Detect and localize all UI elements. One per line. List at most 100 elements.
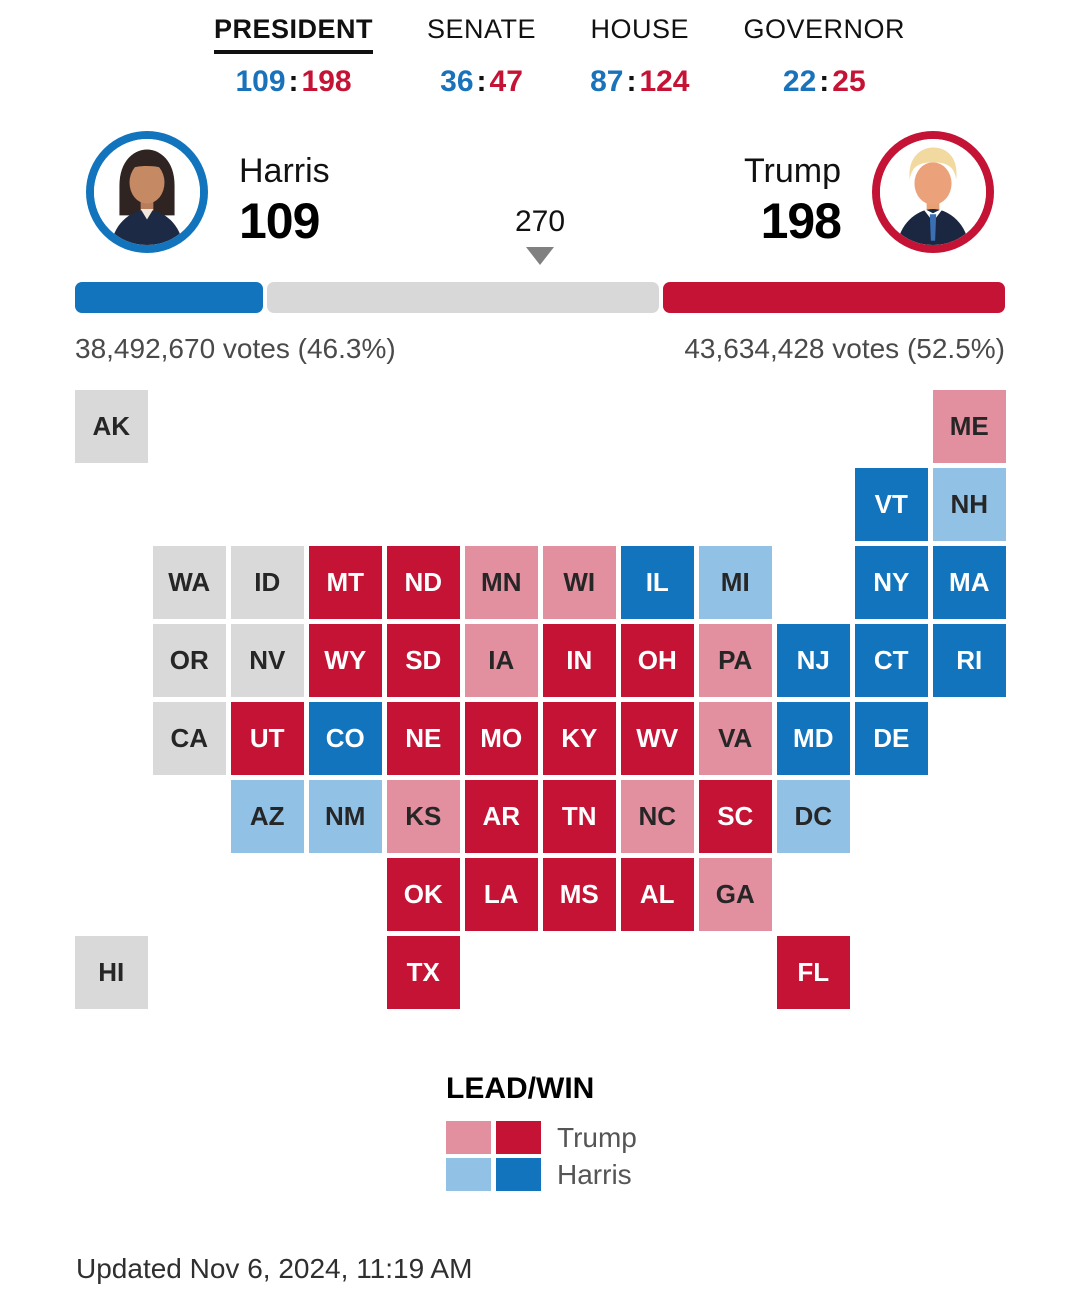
state-mo[interactable]: MO <box>465 702 538 775</box>
legend-row-trump: Trump <box>446 1121 637 1154</box>
state-hi[interactable]: HI <box>75 936 148 1009</box>
state-pa[interactable]: PA <box>699 624 772 697</box>
threshold-marker: 270 <box>0 205 1080 265</box>
tab-governor[interactable]: GOVERNOR 22:25 <box>744 14 906 99</box>
rep-count: 25 <box>832 65 866 98</box>
harris-name: Harris <box>239 152 330 190</box>
state-va[interactable]: VA <box>699 702 772 775</box>
state-vt[interactable]: VT <box>855 468 928 541</box>
state-sc[interactable]: SC <box>699 780 772 853</box>
trump-lead-swatch <box>446 1121 491 1154</box>
tab-house[interactable]: HOUSE 87:124 <box>590 14 689 99</box>
dem-count: 87 <box>590 65 624 98</box>
state-ga[interactable]: GA <box>699 858 772 931</box>
state-wv[interactable]: WV <box>621 702 694 775</box>
tab-score: 22:25 <box>783 65 866 99</box>
state-id[interactable]: ID <box>231 546 304 619</box>
state-nh[interactable]: NH <box>933 468 1006 541</box>
state-md[interactable]: MD <box>777 702 850 775</box>
trump-win-swatch <box>496 1121 541 1154</box>
harris-win-swatch <box>496 1158 541 1191</box>
state-me[interactable]: ME <box>933 390 1006 463</box>
state-ca[interactable]: CA <box>153 702 226 775</box>
state-nj[interactable]: NJ <box>777 624 850 697</box>
state-ky[interactable]: KY <box>543 702 616 775</box>
state-wi[interactable]: WI <box>543 546 616 619</box>
harris-bar-segment <box>75 282 263 313</box>
state-nc[interactable]: NC <box>621 780 694 853</box>
state-ut[interactable]: UT <box>231 702 304 775</box>
tab-score: 87:124 <box>590 65 689 99</box>
dem-count: 36 <box>440 65 474 98</box>
threshold-arrow-icon <box>526 247 554 265</box>
rep-count: 47 <box>489 65 523 98</box>
state-ok[interactable]: OK <box>387 858 460 931</box>
harris-lead-swatch <box>446 1158 491 1191</box>
state-fl[interactable]: FL <box>777 936 850 1009</box>
score-colon: : <box>476 65 487 98</box>
state-ar[interactable]: AR <box>465 780 538 853</box>
state-mt[interactable]: MT <box>309 546 382 619</box>
state-ne[interactable]: NE <box>387 702 460 775</box>
tab-score: 36:47 <box>440 65 523 99</box>
state-mi[interactable]: MI <box>699 546 772 619</box>
state-il[interactable]: IL <box>621 546 694 619</box>
threshold-label: 270 <box>514 205 566 238</box>
score-colon: : <box>626 65 637 98</box>
state-ia[interactable]: IA <box>465 624 538 697</box>
harris-electoral-votes: 109 <box>239 193 320 249</box>
legend-label: Harris <box>557 1158 632 1190</box>
state-mn[interactable]: MN <box>465 546 538 619</box>
legend-row-harris: Harris <box>446 1158 637 1191</box>
legend-title: LEAD/WIN <box>446 1072 595 1105</box>
tab-senate[interactable]: SENATE 36:47 <box>427 14 536 99</box>
dem-count: 22 <box>782 65 817 98</box>
state-de[interactable]: DE <box>855 702 928 775</box>
state-la[interactable]: LA <box>465 858 538 931</box>
trump-avatar <box>872 131 994 253</box>
undecided-bar-segment <box>267 282 659 313</box>
legend-label: Trump <box>557 1121 637 1153</box>
tab-label: PRESIDENT <box>214 14 374 54</box>
updated-timestamp: Updated Nov 6, 2024, 11:19 AM <box>76 1253 473 1284</box>
state-in[interactable]: IN <box>543 624 616 697</box>
trump-portrait-image <box>880 139 986 245</box>
state-az[interactable]: AZ <box>231 780 304 853</box>
rep-count: 124 <box>639 65 690 98</box>
trump-electoral-votes: 198 <box>760 193 842 249</box>
tab-label: GOVERNOR <box>743 14 906 44</box>
state-wy[interactable]: WY <box>309 624 382 697</box>
state-ri[interactable]: RI <box>933 624 1006 697</box>
harris-popular-vote: 38,492,670 votes (46.3%) <box>75 333 396 364</box>
trump-name: Trump <box>744 152 841 190</box>
state-ms[interactable]: MS <box>543 858 616 931</box>
state-oh[interactable]: OH <box>621 624 694 697</box>
state-wa[interactable]: WA <box>153 546 226 619</box>
state-sd[interactable]: SD <box>387 624 460 697</box>
rep-count: 198 <box>301 65 352 98</box>
state-ak[interactable]: AK <box>75 390 148 463</box>
score-colon: : <box>819 65 830 98</box>
state-ct[interactable]: CT <box>855 624 928 697</box>
tab-label: HOUSE <box>590 14 690 44</box>
state-tx[interactable]: TX <box>387 936 460 1009</box>
dem-count: 109 <box>235 65 286 98</box>
state-nv[interactable]: NV <box>231 624 304 697</box>
state-tn[interactable]: TN <box>543 780 616 853</box>
state-nm[interactable]: NM <box>309 780 382 853</box>
state-dc[interactable]: DC <box>777 780 850 853</box>
state-co[interactable]: CO <box>309 702 382 775</box>
tab-label: SENATE <box>427 14 537 44</box>
race-tabs: PRESIDENT 109:198 SENATE 36:47 HOUSE 87:124 GO… <box>214 14 905 99</box>
state-ma[interactable]: MA <box>933 546 1006 619</box>
state-ny[interactable]: NY <box>855 546 928 619</box>
score-colon: : <box>288 65 299 98</box>
map-legend: LEAD/WIN Trump Harris <box>446 1072 637 1195</box>
state-ks[interactable]: KS <box>387 780 460 853</box>
state-nd[interactable]: ND <box>387 546 460 619</box>
state-or[interactable]: OR <box>153 624 226 697</box>
state-al[interactable]: AL <box>621 858 694 931</box>
state-cartogram: AK ME VT NH WA ID MT ND MN WI IL MI NY MA OR NV WY SD IA IN… <box>75 390 1006 1009</box>
tab-president[interactable]: PRESIDENT 109:198 <box>214 14 374 99</box>
harris-avatar <box>86 131 208 253</box>
